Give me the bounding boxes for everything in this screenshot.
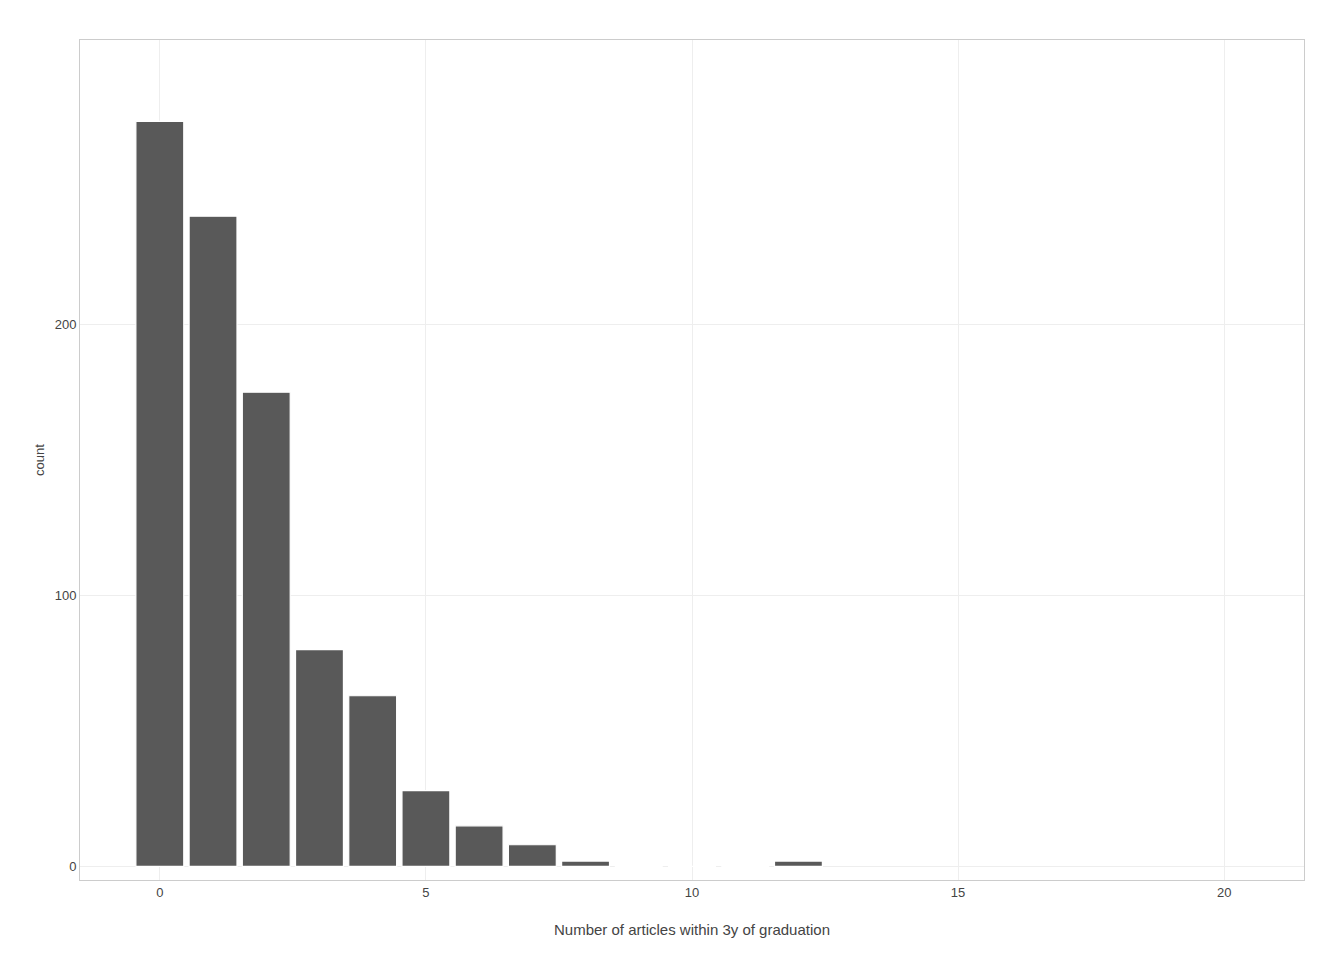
svg-text:200: 200 bbox=[55, 317, 77, 332]
svg-text:0: 0 bbox=[156, 885, 163, 900]
svg-text:100: 100 bbox=[55, 588, 77, 603]
svg-text:20: 20 bbox=[1217, 885, 1231, 900]
svg-text:5: 5 bbox=[422, 885, 429, 900]
svg-text:count: count bbox=[32, 444, 47, 476]
svg-text:0: 0 bbox=[69, 859, 76, 874]
svg-text:Number of articles within 3y o: Number of articles within 3y of graduati… bbox=[554, 921, 830, 938]
svg-text:10: 10 bbox=[685, 885, 699, 900]
svg-text:15: 15 bbox=[951, 885, 965, 900]
